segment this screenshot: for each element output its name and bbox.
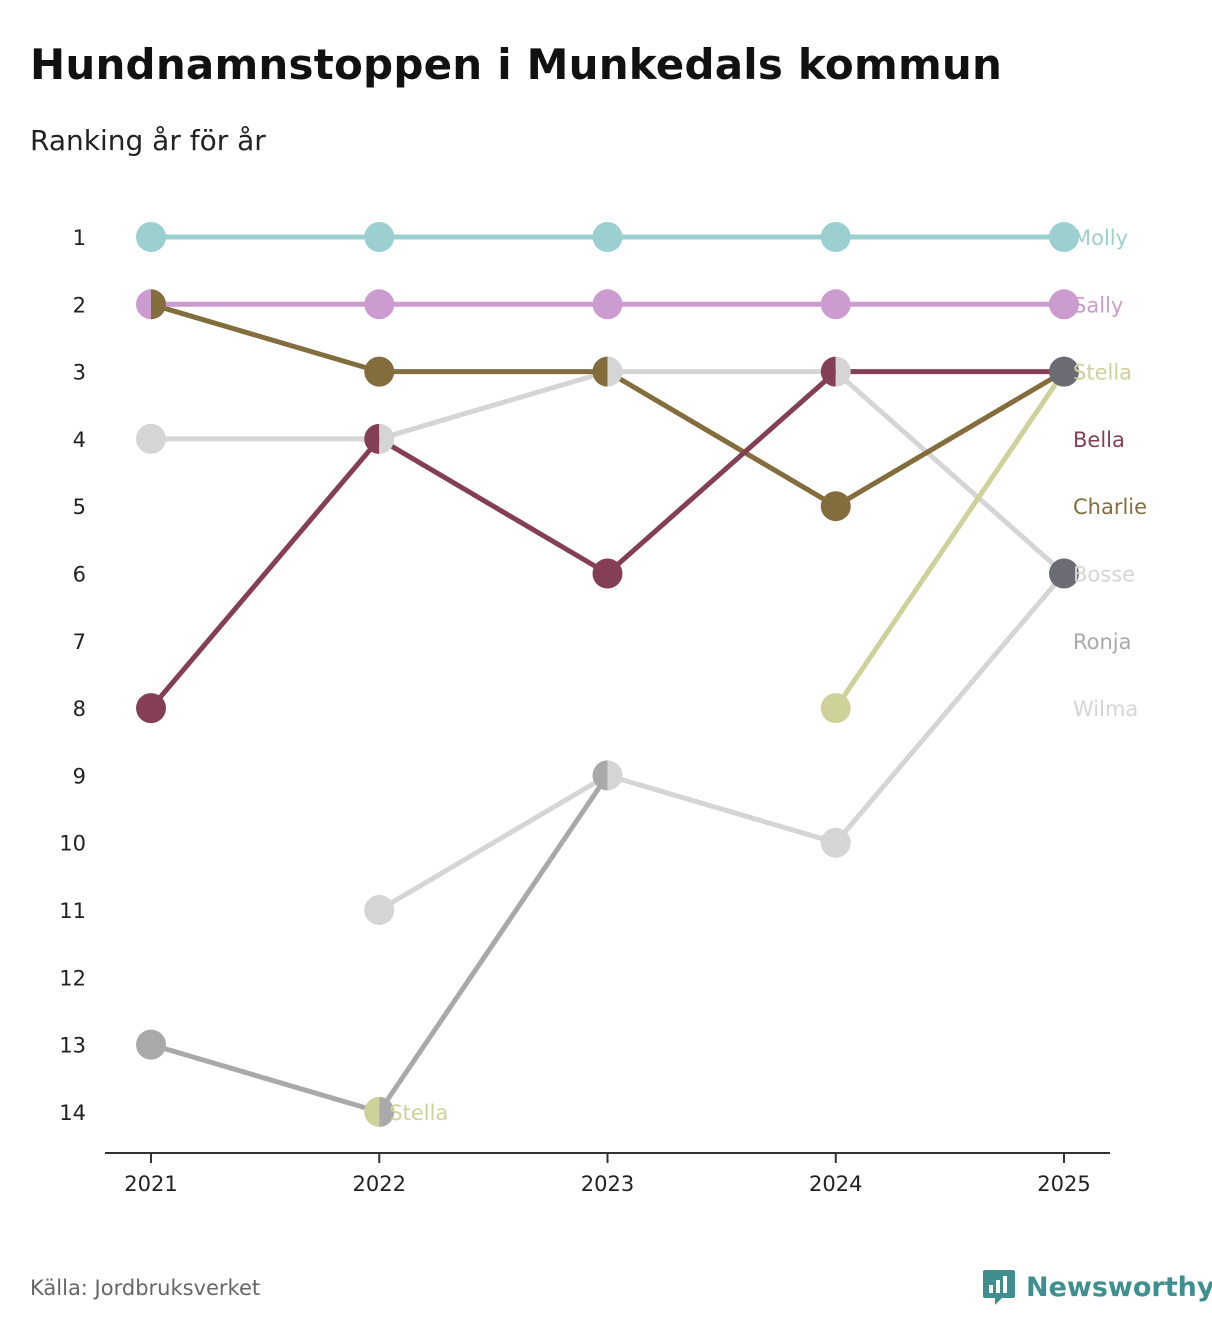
point-2023-rank-9-ronja-half [592, 760, 608, 791]
point-2025-rank-6-tie [1049, 558, 1079, 589]
chart-subtitle: Ranking år för år [30, 124, 266, 157]
point-2022-rank-14-ronja-half [379, 1096, 395, 1127]
point-2022-rank-4-bosse-half [379, 423, 395, 454]
point-2024-rank-2-sally [820, 289, 851, 320]
end-label-bosse: Bosse [1073, 563, 1135, 587]
end-label-charlie: Charlie [1073, 495, 1147, 519]
inline-label-stella: Stella [389, 1101, 448, 1125]
point-2021-rank-2-charlie-half [151, 289, 167, 320]
y-tick-label-9: 9 [73, 764, 86, 788]
end-labels: Molly Sally Stella Bella Charlie Bosse Ronja Wi… [389, 226, 1147, 1125]
point-2023-rank-3-charlie-half [592, 356, 608, 387]
point-2024-rank-10-wilma [820, 827, 851, 858]
point-2025-rank-2-sally [1049, 289, 1079, 320]
point-2024-rank-3-bella-half [820, 356, 836, 387]
point-2021-rank-13-ronja [136, 1029, 166, 1060]
series-points [136, 222, 1079, 1127]
point-2021-rank-4-bosse [136, 423, 166, 454]
end-label-molly: Molly [1073, 226, 1128, 250]
point-2022-rank-1-molly [364, 222, 395, 252]
x-tick-label-2025: 2025 [1037, 1172, 1090, 1196]
end-label-ronja: Ronja [1073, 630, 1132, 654]
y-tick-label-6: 6 [73, 563, 86, 587]
series-line-charlie [148, 301, 1067, 509]
x-tick-label-2021: 2021 [124, 1172, 177, 1196]
point-2023-rank-2-sally [592, 289, 623, 320]
end-label-stella: Stella [1073, 361, 1132, 385]
y-tick-label-11: 11 [59, 899, 86, 923]
series-line-wilma [376, 571, 1067, 913]
y-tick-label-3: 3 [73, 361, 86, 385]
newsworthy-logo-icon [983, 1270, 1015, 1305]
y-tick-label-13: 13 [59, 1034, 86, 1058]
y-tick-label-10: 10 [59, 832, 86, 856]
y-tick-label-5: 5 [73, 495, 86, 519]
point-2021-rank-1-molly [136, 222, 166, 252]
y-tick-label-14: 14 [59, 1101, 86, 1125]
point-2022-rank-14-stella-half [364, 1096, 380, 1127]
brand-name: Newsworthy [1026, 1271, 1212, 1303]
y-tick-label-2: 2 [73, 293, 86, 317]
point-2022-rank-4-bella-half [364, 423, 380, 454]
source-note: Källa: Jordbruksverket [30, 1276, 261, 1300]
y-tick-label-1: 1 [73, 226, 86, 250]
point-2022-rank-3-charlie [364, 356, 395, 387]
series-line-bella [148, 369, 1067, 711]
point-2022-rank-11-wilma [364, 895, 395, 925]
series-line-ronja [148, 772, 610, 1115]
point-2023-rank-1-molly [592, 222, 623, 252]
y-tick-label-4: 4 [73, 428, 86, 452]
point-2021-rank-2-sally-half [136, 289, 151, 320]
end-label-bella: Bella [1073, 428, 1125, 452]
x-tick-label-2022: 2022 [353, 1172, 406, 1196]
chart-title: Hundnamnstoppen i Munkedals kommun [30, 40, 1003, 89]
end-label-wilma: Wilma [1073, 697, 1138, 721]
end-label-sally: Sally [1073, 293, 1123, 317]
point-2021-rank-8-bella [136, 693, 166, 724]
point-2023-rank-6-bella [592, 558, 623, 589]
point-2024-rank-3-bosse-half [835, 356, 851, 387]
y-tick-label-12: 12 [59, 966, 86, 990]
brand-logo[interactable]: Newsworthy [982, 1268, 1212, 1306]
point-2024-rank-8-stella [820, 693, 851, 724]
y-tick-label-8: 8 [73, 697, 86, 721]
x-tick-label-2024: 2024 [809, 1172, 862, 1196]
point-2022-rank-2-sally [364, 289, 395, 320]
point-2025-rank-3-tie [1049, 356, 1079, 387]
point-2023-rank-3-bosse-half [607, 356, 623, 387]
point-2025-rank-1-molly [1049, 222, 1079, 252]
series-line-stella-1 [833, 369, 1067, 711]
point-2023-rank-9-wilma-half [607, 760, 623, 791]
x-tick-label-2023: 2023 [581, 1172, 634, 1196]
point-2024-rank-5-charlie [820, 491, 851, 522]
y-tick-label-7: 7 [73, 630, 86, 654]
point-2024-rank-1-molly [820, 222, 851, 252]
